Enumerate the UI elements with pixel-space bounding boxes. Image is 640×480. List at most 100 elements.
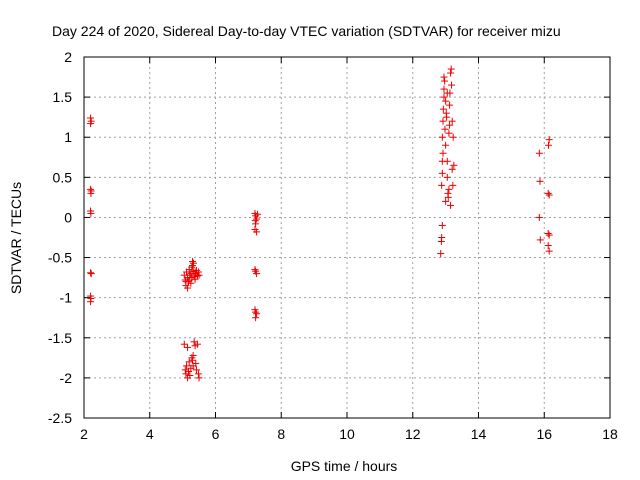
x-tick-label: 18 (602, 426, 618, 442)
data-point (450, 161, 458, 169)
x-axis-title: GPS time / hours (291, 458, 398, 474)
x-tick-label: 2 (80, 426, 88, 442)
data-point (87, 189, 95, 197)
data-point (188, 263, 196, 271)
y-tick-label: 0.5 (53, 169, 73, 185)
data-point (253, 310, 261, 318)
data-point (253, 228, 261, 236)
y-tick-label: 1 (64, 129, 72, 145)
data-point (194, 370, 202, 378)
data-point (87, 298, 95, 306)
data-point (195, 374, 203, 382)
data-point (449, 181, 457, 189)
data-point (437, 250, 445, 258)
x-tick-label: 16 (536, 426, 552, 442)
y-tick-label: 2 (64, 49, 72, 65)
data-point (535, 213, 543, 221)
data-point (195, 271, 203, 279)
data-point (188, 274, 196, 282)
data-point (443, 173, 451, 181)
data-point (447, 201, 455, 209)
data-point (441, 77, 449, 85)
x-tick-label: 12 (405, 426, 421, 442)
data-point (254, 210, 262, 218)
data-point (545, 191, 553, 199)
data-point (252, 314, 260, 322)
data-point (188, 356, 196, 364)
data-point (185, 358, 193, 366)
data-point (253, 270, 261, 278)
data-point (443, 157, 451, 165)
data-point (438, 234, 446, 241)
axis-ticks: 2 4 6 8 10 12 14 16 18 -2.5 -2 -1.5 -1 -0.5 0 0.5 1 1.5 2 (48, 49, 618, 442)
data-point (445, 129, 453, 137)
data-point (193, 272, 201, 280)
data-point (87, 209, 95, 217)
data-point (439, 117, 447, 125)
data-point (182, 278, 190, 286)
data-point (193, 340, 201, 348)
data-point (446, 121, 454, 129)
data-point (545, 141, 553, 149)
data-point (87, 270, 95, 278)
data-point (544, 189, 552, 197)
y-tick-label: -2.5 (48, 410, 72, 426)
data-point (87, 269, 95, 277)
data-point (545, 136, 553, 144)
y-tick-label: -1.5 (48, 330, 72, 346)
data-point (446, 101, 454, 109)
data-point (443, 113, 451, 121)
data-point (184, 284, 192, 292)
data-point (438, 181, 446, 189)
data-point (545, 231, 553, 239)
data-point (544, 229, 552, 237)
data-point (444, 193, 452, 201)
data-point (446, 89, 454, 97)
chart-title: Day 224 of 2020, Sidereal Day-to-day VTE… (52, 23, 561, 39)
data-point (439, 105, 447, 113)
data-point (192, 359, 200, 367)
data-point (438, 133, 446, 141)
data-point (535, 149, 543, 157)
x-tick-label: 10 (339, 426, 355, 442)
grid-lines (84, 57, 610, 418)
data-point (448, 117, 456, 125)
data-point (448, 165, 456, 173)
data-point (253, 215, 261, 223)
x-tick-label: 14 (471, 426, 487, 442)
data-point (183, 362, 191, 370)
data-point (184, 343, 192, 351)
data-point (181, 366, 189, 374)
x-tick-label: 6 (212, 426, 220, 442)
data-point (188, 258, 196, 266)
data-point (192, 366, 200, 374)
data-points (87, 65, 553, 382)
data-point (87, 120, 95, 128)
y-axis-title: SDTVAR / TECUs (8, 182, 24, 294)
data-point (180, 340, 188, 348)
data-point (191, 268, 199, 276)
x-tick-label: 4 (146, 426, 154, 442)
data-point (442, 141, 450, 149)
data-point (536, 236, 544, 244)
data-point (440, 93, 448, 101)
data-point (438, 169, 446, 177)
data-point (545, 247, 553, 255)
data-point (189, 259, 197, 267)
data-point (440, 73, 448, 81)
data-point (251, 217, 259, 225)
data-point (440, 85, 448, 93)
data-point (449, 133, 457, 141)
data-point (442, 97, 450, 105)
data-point (544, 242, 552, 250)
y-tick-label: -0.5 (48, 250, 72, 266)
data-point (441, 125, 449, 133)
data-point (445, 185, 453, 193)
data-point (251, 266, 259, 274)
data-point (186, 371, 194, 379)
data-point (187, 279, 195, 287)
y-tick-label: 0 (64, 209, 72, 225)
data-point (189, 351, 197, 359)
y-tick-label: -2 (60, 370, 73, 386)
data-point (447, 69, 455, 77)
